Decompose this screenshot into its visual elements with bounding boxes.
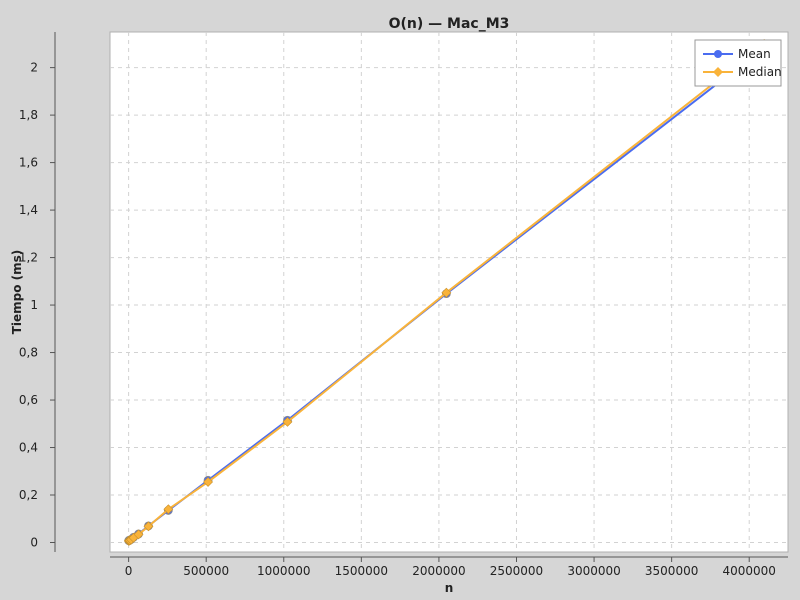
grid-layer [110, 32, 788, 552]
x-tick-label: 4000000 [722, 564, 775, 578]
data-point-median [203, 477, 213, 487]
data-point-median [133, 529, 144, 540]
y-axis-title: Tiempo (ms) [10, 250, 24, 335]
y-tick-label: 1,4 [19, 203, 38, 217]
data-point-median [441, 287, 452, 298]
data-point-median [143, 521, 154, 532]
legend-marker-median [713, 67, 723, 77]
data-point-median [163, 504, 174, 515]
y-tick-label: 1,8 [19, 108, 38, 122]
x-tick-label: 2000000 [412, 564, 465, 578]
y-tick-label: 1,6 [19, 156, 38, 170]
axis-layer: 0 500000 1000000 1500000 2000000 2500000 30000… [19, 32, 788, 578]
y-tick-label: 0,8 [19, 346, 38, 360]
y-tick-label: 1,2 [19, 251, 38, 265]
x-tick-label: 3000000 [567, 564, 620, 578]
legend-box [694, 39, 782, 87]
x-tick-label: 0 [125, 564, 133, 578]
y-tick-label: 0,2 [19, 488, 38, 502]
y-tick-label: 1 [30, 298, 38, 312]
x-axis-title: n [445, 581, 454, 595]
legend-marker-mean [714, 50, 722, 58]
legend-label-mean: Mean [738, 47, 771, 61]
x-tick-label: 2500000 [490, 564, 543, 578]
x-tick-label: 3500000 [645, 564, 698, 578]
x-tick-label: 1000000 [257, 564, 310, 578]
y-tick-label: 0,6 [19, 393, 38, 407]
chart-title: O(n) — Mac_M3 [389, 16, 510, 32]
x-tick-label: 500000 [183, 564, 229, 578]
y-tick-label: 2 [30, 61, 38, 75]
data-point-median [282, 416, 293, 427]
legend: Mean Median [694, 39, 782, 87]
y-tick-label: 0 [30, 536, 38, 550]
legend-label-median: Median [738, 65, 782, 79]
y-tick-label: 0,4 [19, 441, 38, 455]
x-tick-label: 1500000 [335, 564, 388, 578]
